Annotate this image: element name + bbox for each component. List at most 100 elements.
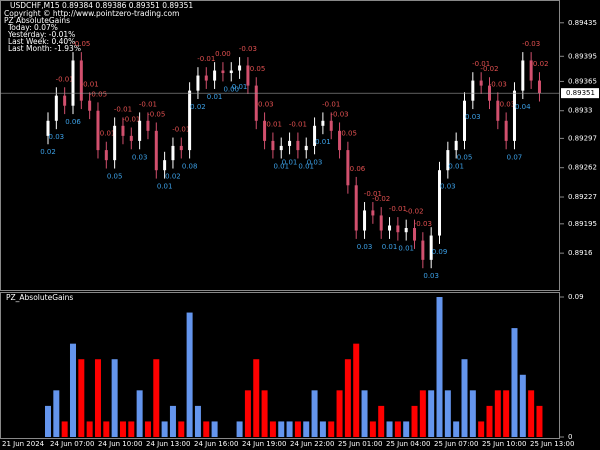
- price-label: 0.89395: [568, 52, 597, 60]
- price-label: 0.89227: [568, 193, 597, 201]
- candle-body: [329, 120, 333, 131]
- candle-annotation: -0.05: [339, 130, 357, 138]
- candle-body: [479, 80, 483, 86]
- sub-tick-label: 0: [568, 433, 572, 441]
- candle-body: [388, 225, 392, 231]
- candle-annotation: -0.03: [330, 110, 348, 118]
- stat-line: Today: 0.07%: [7, 23, 58, 32]
- candle-annotation: -0.01: [289, 121, 307, 129]
- time-label: 24 Jun 16:00: [194, 440, 238, 448]
- candle-annotation: -0.03: [522, 40, 540, 48]
- time-label: 21 Jun 2024: [2, 440, 45, 448]
- gain-bar: [161, 421, 168, 437]
- time-label: 25 Jun 01:00: [338, 440, 382, 448]
- candle-body: [279, 145, 283, 151]
- candle-annotation: -0.03: [489, 80, 507, 88]
- stat-line: Last Week: 0.40%: [8, 37, 75, 46]
- candle-annotation: 0.01: [382, 243, 398, 251]
- candle-annotation: 0.01: [298, 162, 314, 170]
- candle-annotation: 0.00: [223, 85, 239, 93]
- main-frame: [0, 0, 560, 291]
- gain-bar: [261, 390, 268, 437]
- gain-bar: [253, 359, 260, 437]
- gain-bar: [78, 359, 85, 437]
- candle-body: [163, 160, 167, 171]
- candle-annotation: 0.02: [165, 173, 181, 181]
- candle-body: [521, 60, 525, 91]
- candle-body: [88, 100, 92, 111]
- candle-body: [354, 185, 358, 231]
- candle-body: [196, 75, 200, 91]
- gain-bar: [386, 421, 393, 437]
- candle-annotation: 0.07: [507, 153, 523, 161]
- candle-annotation: -0.05: [247, 65, 265, 73]
- candle-annotation: 0.06: [65, 118, 81, 126]
- copyright: Copyright © http://www.pointzero-trading…: [4, 9, 179, 18]
- candle-annotation: 0.01: [157, 183, 173, 191]
- candle-annotation: 0.03: [49, 133, 65, 141]
- gain-bar: [294, 421, 301, 437]
- gain-bar: [153, 359, 160, 437]
- candle-annotation: 0.01: [207, 93, 223, 101]
- time-label: 25 Jun 07:00: [434, 440, 478, 448]
- time-label: 24 Jun 10:00: [98, 440, 142, 448]
- candle-body: [471, 80, 475, 101]
- candle-annotation: -0.02: [372, 195, 390, 203]
- candle-body: [213, 70, 217, 81]
- price-label: 0.89365: [568, 77, 597, 85]
- candle-annotation: 0.05: [457, 153, 473, 161]
- candle-body: [338, 130, 342, 151]
- candle-annotation: -0.05: [89, 90, 107, 98]
- gain-bar: [169, 405, 176, 437]
- price-label: 0.8916: [568, 249, 593, 257]
- candle-body: [129, 135, 133, 141]
- candle-annotation: 0.09: [432, 248, 448, 256]
- gain-bar: [186, 312, 193, 437]
- candle-body: [188, 90, 192, 151]
- gain-bar: [269, 421, 276, 437]
- candle-body: [421, 240, 425, 260]
- candle-body: [371, 210, 375, 216]
- candle-body: [121, 125, 125, 136]
- stat-line: Last Month: -1.93%: [8, 44, 81, 53]
- gain-bar: [378, 405, 385, 437]
- candle-body: [496, 100, 500, 121]
- candle-body: [363, 210, 367, 231]
- candle-body: [154, 130, 158, 171]
- gain-bar: [311, 390, 318, 437]
- candle-annotation: -0.01: [264, 121, 282, 129]
- gain-bar: [503, 390, 510, 437]
- candle-annotation: 0.03: [465, 113, 481, 121]
- candle-body: [304, 145, 308, 151]
- candle-annotation: -0.02: [530, 60, 548, 68]
- indicator-name: PZ AbsoluteGains: [4, 16, 70, 25]
- gain-bar: [303, 421, 310, 437]
- gain-bar: [94, 359, 101, 437]
- symbol-header: USDCHF,M15 0.89384 0.89386 0.89351 0.893…: [10, 1, 193, 10]
- candle-body: [79, 60, 83, 101]
- gain-bar: [436, 297, 443, 437]
- candle-annotation: 0.03: [357, 243, 373, 251]
- candle-body: [63, 95, 67, 106]
- gain-bar: [61, 421, 68, 437]
- candle-annotation: 0.02: [190, 103, 206, 111]
- gain-bar: [236, 421, 243, 437]
- gain-bar: [478, 421, 485, 437]
- gain-bar: [486, 405, 493, 437]
- price-label: 0.8933: [568, 107, 593, 115]
- candle-annotation: 0.01: [232, 83, 248, 91]
- price-label: 0.89195: [568, 220, 597, 228]
- gain-bar: [203, 421, 210, 437]
- gain-bar: [128, 421, 135, 437]
- candle-body: [113, 125, 117, 161]
- candle-body: [396, 225, 400, 233]
- candle-body: [96, 110, 100, 151]
- gain-bar: [103, 421, 110, 437]
- price-label: 0.89262: [568, 164, 597, 172]
- candle-body: [429, 235, 433, 260]
- bid-box: [561, 88, 599, 99]
- candle-annotation: 0.02: [40, 148, 56, 156]
- sub-tick-label: 0.09: [568, 293, 584, 301]
- candle-annotation: -0.01: [322, 100, 340, 108]
